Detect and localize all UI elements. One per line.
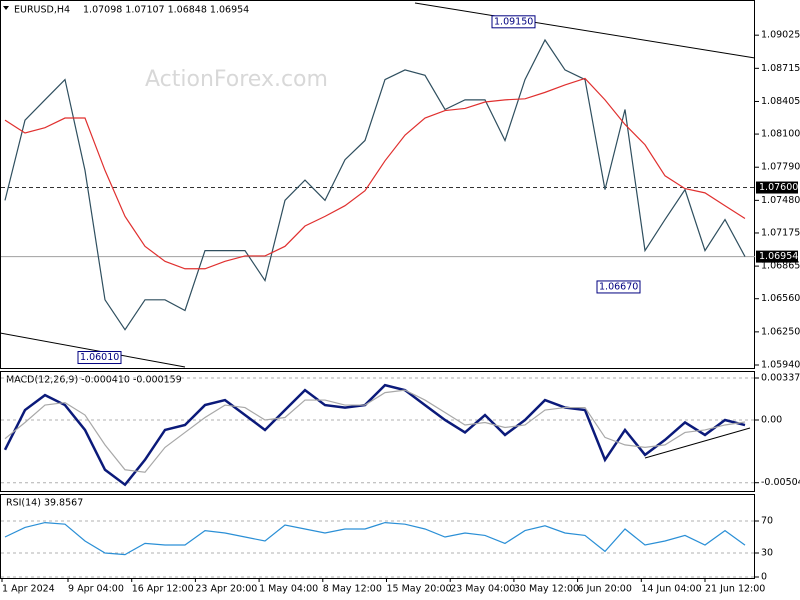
- y-tick-label: 1.06865: [761, 261, 800, 272]
- macd-panel: [0, 371, 755, 492]
- x-tick-label: 1 Apr 2024: [2, 584, 55, 595]
- x-tick-label: 23 May 04:00: [450, 584, 515, 595]
- series-line: [4, 77, 746, 270]
- annotation-label: 1.06670: [599, 281, 638, 292]
- annotation-box: [77, 351, 122, 365]
- y-tick-label: 1.09025: [761, 30, 800, 41]
- price-level-box: [756, 250, 798, 263]
- y-tick-label: 0: [761, 572, 767, 583]
- y-tick-label: 0.003375: [761, 372, 800, 383]
- y-tick-label: 1.05940: [761, 360, 800, 371]
- trendline: [414, 2, 756, 59]
- price-level-box: [756, 181, 798, 194]
- y-tick-label: 70: [761, 516, 773, 527]
- chart-title: EURUSD,H4: [14, 5, 70, 16]
- y-tick-label: 1.08100: [761, 129, 800, 140]
- rsi-title: RSI(14) 39.8567: [6, 498, 83, 509]
- annotation-label: 1.06010: [80, 352, 119, 363]
- x-tick-label: 16 Apr 12:00: [132, 584, 194, 595]
- x-tick-label: 15 May 20:00: [387, 584, 452, 595]
- annotation-box: [596, 280, 641, 294]
- series-line: [4, 38, 746, 331]
- series-line: [4, 389, 746, 473]
- y-tick-label: 1.08405: [761, 96, 800, 107]
- price-level-label: 1.06954: [759, 251, 798, 262]
- x-tick-label: 6 Jun 20:00: [578, 584, 632, 595]
- x-tick-label: 9 Apr 04:00: [68, 584, 124, 595]
- y-tick-label: 1.07790: [761, 162, 800, 173]
- price-level-label: 1.07600: [759, 182, 798, 193]
- y-tick-label: 1.06250: [761, 326, 800, 337]
- y-tick-label: 1.07175: [761, 227, 800, 238]
- annotation-box: [491, 15, 536, 29]
- y-tick-label: 0.00: [761, 414, 782, 425]
- x-tick-label: 8 May 12:00: [323, 584, 382, 595]
- watermark: ActionForex.com: [145, 67, 328, 92]
- y-tick-label: 30: [761, 548, 773, 559]
- y-tick-label: 1.06560: [761, 293, 800, 304]
- x-tick-label: 30 May 12:00: [514, 584, 579, 595]
- x-tick-label: 14 Jun 04:00: [641, 584, 701, 595]
- rsi-panel: [0, 494, 755, 579]
- annotation-label: 1.09150: [494, 16, 533, 27]
- macd-title: MACD(12,26,9) -0.000410 -0.000159: [6, 375, 182, 386]
- panel-marker: [3, 6, 9, 10]
- trendline: [644, 427, 751, 459]
- chart-subtitle: 1.07098 1.07107 1.06848 1.06954: [83, 5, 249, 16]
- y-tick-label: 1.08715: [761, 63, 800, 74]
- series-line: [4, 521, 746, 556]
- trendline: [0, 332, 186, 368]
- y-tick-label: 1.07480: [761, 195, 800, 206]
- x-tick-label: 21 Jun 12:00: [705, 584, 765, 595]
- series-line: [3, 383, 746, 487]
- x-tick-label: 1 May 04:00: [259, 584, 318, 595]
- x-tick-label: 23 Apr 20:00: [195, 584, 257, 595]
- price-panel: [0, 0, 755, 369]
- y-tick-label: -0.00504: [761, 477, 800, 488]
